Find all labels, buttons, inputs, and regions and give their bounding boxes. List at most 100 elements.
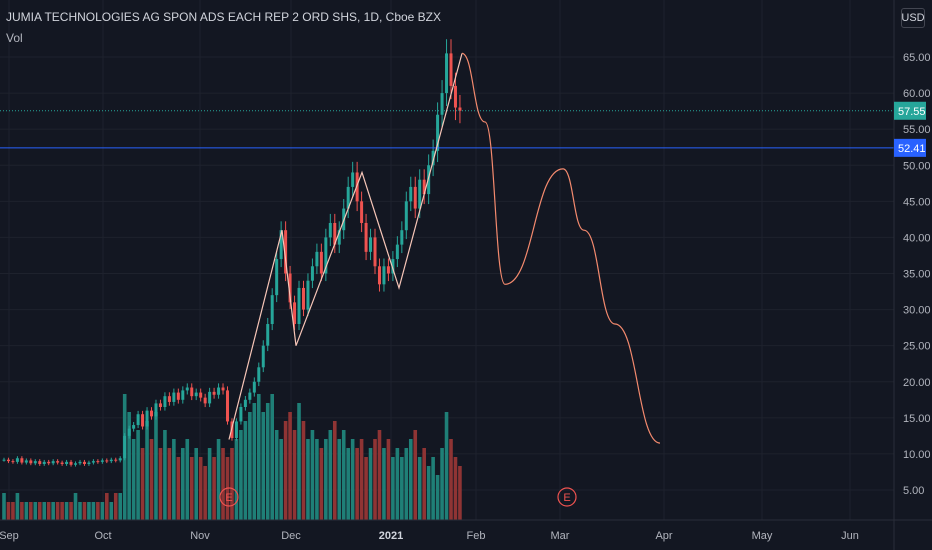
drawing-lines[interactable] [0,52,894,444]
price-tick-label: 35.00 [903,269,931,281]
volume-bar [310,430,315,520]
volume-bar [78,502,82,520]
candle-body [328,222,332,238]
volume-bar [136,430,140,520]
volume-bar [288,412,292,520]
volume-bar [198,457,203,520]
price-tick-label: 55.00 [903,124,931,136]
volume-bar [359,439,364,520]
price-tick-label: 15.00 [903,413,931,425]
price-axis[interactable]: 5.00 10.00 15.00 20.00 25.00 30.00 35.00 40.00 4… [893,0,931,550]
volume-bar [279,439,283,520]
volume-bar [261,412,266,520]
volume-bar [458,466,462,520]
price-tick-label: 5.00 [903,485,924,497]
candle-body [96,461,100,463]
candle-body [445,53,449,94]
volume-bar [221,448,225,520]
candle-body [413,186,417,209]
candle-body [56,461,60,463]
candle-body [333,222,337,245]
volume-bar [140,448,145,520]
volume-bar [82,502,87,520]
candle-body [453,85,457,108]
volume-bar [368,448,373,520]
volume-bar [6,502,11,520]
candle-body [346,186,350,209]
earnings-marker-label: E [563,492,570,504]
price-tick-label: 30.00 [903,305,931,317]
horizontal-line-label-bg [894,138,926,157]
candle-body [24,460,28,463]
candle-body [82,461,86,465]
volume-bar [33,502,38,520]
candle-body [458,107,462,111]
volume-bar [158,448,163,520]
candle-body [29,460,33,464]
candle-body [382,266,386,285]
volume-bar [364,457,368,520]
volume-bar [154,412,158,520]
volume-bar [252,403,257,520]
volume-bar [386,439,391,520]
volume-bar [181,448,185,520]
candle-body [293,302,297,325]
volume-bar [435,475,440,520]
volume-bar [96,502,100,520]
volume-bar [239,430,243,520]
volume-bar [55,502,60,520]
candle-body [284,230,288,274]
candle-body [11,461,15,463]
volume-bar [274,430,279,520]
volume-bar [328,430,333,520]
volume-bar [172,439,176,520]
volume-bar [91,502,96,520]
volume-bar [29,502,33,520]
candle-body [324,237,328,274]
candle-body [91,461,95,463]
candle-body [257,367,261,382]
volume-bar [131,439,136,520]
volume-bar [306,439,310,520]
volume-bars [2,394,462,520]
candle-body [373,237,377,267]
volume-bar [60,502,64,520]
candle-body [33,461,37,464]
volume-bar [109,502,114,520]
volume-bar [350,439,355,520]
price-tick-label: 10.00 [903,449,931,461]
candle-body [114,459,118,461]
candle-body [141,414,145,427]
candle-body [74,463,78,465]
currency-button[interactable]: USD [901,8,925,28]
volume-bar [189,457,194,520]
candle-body [6,459,10,462]
candle-body [145,410,149,427]
time-axis[interactable]: Sep Oct Nov Dec 2021 Feb Mar Apr May Jun [0,519,932,542]
candle-body [360,201,364,223]
volume-bar [453,457,458,520]
volume-bar [395,448,400,520]
volume-bar [440,448,444,520]
volume-bar [113,493,118,520]
candle-body [208,391,212,404]
candle-body [42,461,46,465]
candle-body [261,345,265,368]
candle-body [15,458,19,462]
candle-body [212,391,216,395]
volume-bar [163,430,167,520]
volume-bar [176,457,181,520]
volume-bar [149,439,154,520]
earnings-marker-label: E [225,492,232,504]
candle-body [266,324,270,346]
volume-bar [42,502,47,520]
volume-bar [373,439,377,520]
candle-body [217,387,221,395]
candle-body [391,259,395,274]
time-tick-label: Dec [281,530,301,542]
candle-body [118,458,122,461]
candle-body [136,414,140,426]
volume-bar [449,439,453,520]
